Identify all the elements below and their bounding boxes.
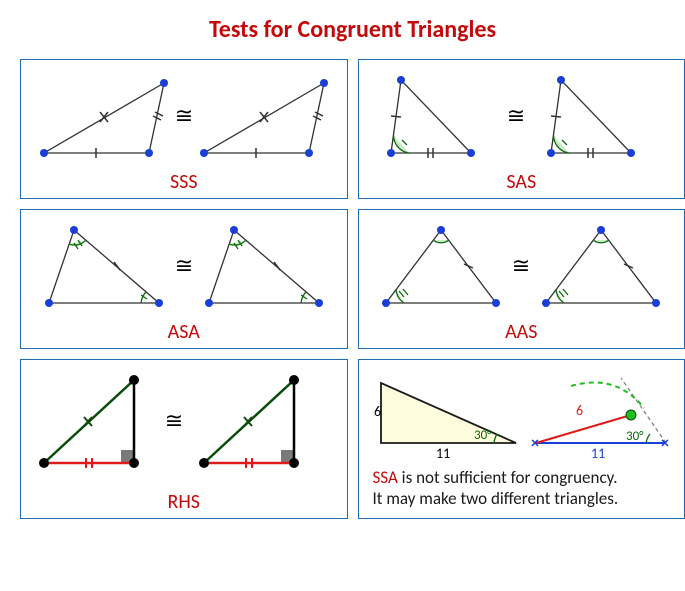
label-asa: ASA [27, 320, 341, 344]
side-a-label: 6 [374, 403, 381, 420]
cell-sas: ≅ SAS [358, 59, 685, 199]
label-aas: AAS [365, 320, 679, 344]
ssa-caption: SSA is not sufficient for congruency. It… [365, 463, 679, 514]
label-sss: SSS [27, 170, 341, 194]
svg-text:≅: ≅ [512, 252, 530, 279]
angle-label: 30° [474, 428, 492, 443]
ssa-highlight: SSA [373, 467, 398, 488]
base-label: 11 [436, 445, 450, 462]
cell-rhs: ≅ RHS [20, 359, 348, 519]
cell-ssa: 6 11 30° × × 6 11 30° [358, 359, 685, 519]
ssa-rest1: is not sufficient for congruency. [398, 467, 618, 488]
diagram-sas: ≅ [371, 68, 671, 168]
side2-label: 6 [576, 402, 583, 419]
diagram-sss: ≅ [34, 68, 334, 168]
svg-text:≅: ≅ [175, 252, 193, 279]
angle2-label: 30° [626, 429, 644, 444]
base2-label: 11 [591, 445, 605, 462]
svg-text:×: × [661, 434, 669, 453]
diagram-asa: ≅ [34, 218, 334, 318]
svg-text:≅: ≅ [507, 102, 525, 129]
svg-text:×: × [531, 434, 539, 453]
diagram-ssa: 6 11 30° × × 6 11 30° [366, 368, 676, 463]
page-title: Tests for Congruent Triangles [10, 15, 685, 44]
cell-asa: ≅ ASA [20, 209, 348, 349]
svg-text:≅: ≅ [175, 102, 193, 129]
diagram-aas: ≅ [371, 218, 671, 318]
svg-text:≅: ≅ [165, 407, 183, 434]
diagram-rhs: ≅ [34, 368, 334, 488]
grid: ≅ SSS [10, 59, 685, 519]
ssa-line2: It may make two different triangles. [373, 488, 619, 509]
label-sas: SAS [365, 170, 679, 194]
cell-sss: ≅ SSS [20, 59, 348, 199]
label-rhs: RHS [27, 490, 341, 514]
cell-aas: ≅ AAS [358, 209, 685, 349]
